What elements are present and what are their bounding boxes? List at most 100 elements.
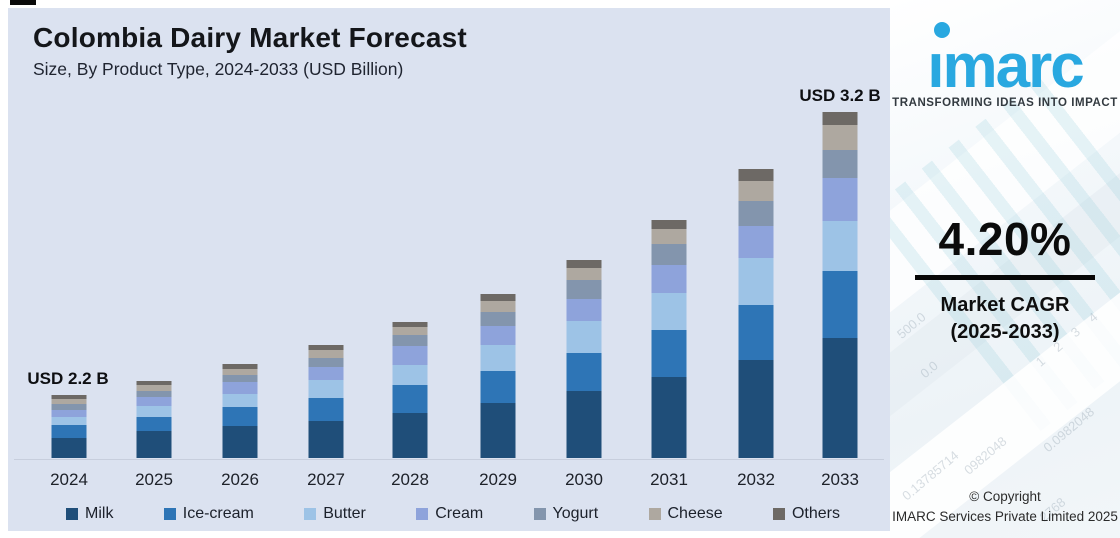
segment-butter-2030 (566, 321, 602, 353)
segment-ice-cream-2027 (308, 398, 344, 421)
bar-2025 (136, 381, 172, 458)
legend-label: Milk (85, 505, 114, 522)
segment-yogurt-2032 (738, 201, 774, 226)
segment-cream-2028 (392, 346, 428, 365)
segment-ice-cream-2028 (392, 385, 428, 413)
segment-cheese-2032 (738, 181, 774, 201)
segment-butter-2029 (480, 345, 516, 371)
plot-area: 2024 2025 2026 2027 2028 2029 2030 2031 2032 2033 (8, 8, 890, 531)
segment-cheese-2027 (308, 350, 344, 358)
segment-others-2025 (136, 381, 172, 385)
imarc-logo: ımarc (890, 22, 1120, 98)
legend-swatch-icon (416, 508, 429, 520)
legend-label: Ice-cream (182, 505, 254, 522)
segment-cheese-2031 (651, 229, 687, 244)
segment-ice-cream-2033 (822, 271, 858, 338)
bar-2031 (651, 220, 687, 458)
segment-cream-2030 (566, 299, 602, 321)
bar-2024 (51, 395, 87, 458)
segment-yogurt-2027 (308, 358, 344, 367)
segment-yogurt-2033 (822, 150, 858, 178)
segment-cream-2031 (651, 265, 687, 293)
segment-cream-2032 (738, 226, 774, 258)
segment-butter-2024 (51, 417, 87, 425)
segment-cream-2033 (822, 178, 858, 221)
legend-label: Cream (435, 505, 484, 522)
legend-label: Cheese (667, 505, 723, 522)
copyright-line2: IMARC Services Private Limited 2025 (892, 509, 1118, 525)
chart-title: Colombia Dairy Market Forecast (33, 22, 467, 53)
x-axis-label-2033: 2033 (821, 470, 859, 489)
segment-cream-2026 (222, 382, 258, 394)
segment-yogurt-2028 (392, 335, 428, 346)
segment-milk-2025 (136, 431, 172, 458)
imarc-logo-dot-icon (934, 22, 951, 38)
segment-milk-2033 (822, 338, 858, 458)
segment-cheese-2028 (392, 327, 428, 335)
segment-yogurt-2025 (136, 391, 172, 397)
bar-2026 (222, 364, 258, 458)
legend-swatch-icon (533, 508, 546, 520)
segment-butter-2027 (308, 380, 344, 398)
segment-cheese-2030 (566, 268, 602, 280)
legend-item-cheese: Cheese (648, 505, 723, 523)
bar-2032 (738, 169, 774, 458)
x-axis-label-2025: 2025 (135, 470, 173, 489)
segment-ice-cream-2024 (51, 425, 87, 438)
legend-label: Butter (323, 505, 366, 522)
legend: Milk Ice-cream Butter Cream Yogurt Cheese Othe… (66, 505, 840, 523)
segment-others-2033 (822, 112, 858, 125)
legend-swatch-icon (163, 508, 176, 520)
bar-2029 (480, 294, 516, 458)
segment-ice-cream-2029 (480, 371, 516, 403)
segment-milk-2031 (651, 377, 687, 458)
bar-2027 (308, 345, 344, 458)
legend-item-yogurt: Yogurt (533, 505, 599, 523)
chart-subtitle: Size, By Product Type, 2024-2033 (USD Bi… (33, 59, 404, 79)
legend-swatch-icon (66, 508, 78, 520)
segment-yogurt-2026 (222, 375, 258, 382)
segment-cream-2024 (51, 410, 87, 417)
segment-yogurt-2024 (51, 404, 87, 410)
segment-others-2027 (308, 345, 344, 350)
segment-cheese-2024 (51, 399, 87, 404)
segment-milk-2028 (392, 413, 428, 458)
legend-label: Others (791, 505, 840, 522)
copyright: © Copyright IMARC Services Private Limit… (890, 487, 1120, 528)
segment-milk-2030 (566, 391, 602, 458)
segment-milk-2026 (222, 426, 258, 458)
segment-milk-2027 (308, 421, 344, 458)
imarc-tagline: TRANSFORMING IDEAS INTO IMPACT (892, 97, 1118, 109)
legend-label: Yogurt (552, 505, 599, 522)
screenshot-artifact (10, 0, 36, 5)
legend-item-milk: Milk (66, 505, 113, 523)
cagr-label-line2: (2025-2033) (950, 321, 1060, 343)
cagr-label-line1: Market CAGR (940, 294, 1070, 316)
x-axis-label-2032: 2032 (737, 470, 775, 489)
copyright-line1: © Copyright (969, 489, 1041, 504)
segment-ice-cream-2032 (738, 305, 774, 360)
segment-others-2030 (566, 260, 602, 268)
segment-yogurt-2030 (566, 280, 602, 299)
x-axis-label-2024: 2024 (50, 470, 88, 489)
x-axis-label-2030: 2030 (565, 470, 603, 489)
segment-ice-cream-2026 (222, 407, 258, 426)
segment-cheese-2025 (136, 385, 172, 391)
x-axis-line (14, 459, 884, 460)
value-label-2033: USD 3.2 B (799, 86, 881, 105)
segment-cream-2025 (136, 397, 172, 406)
bar-2033 (822, 112, 858, 458)
segment-butter-2031 (651, 293, 687, 330)
segment-cheese-2026 (222, 369, 258, 375)
segment-others-2032 (738, 169, 774, 181)
segment-butter-2025 (136, 406, 172, 417)
segment-ice-cream-2025 (136, 417, 172, 431)
segment-others-2028 (392, 322, 428, 327)
segment-ice-cream-2031 (651, 330, 687, 377)
segment-others-2026 (222, 364, 258, 369)
cagr-block: 4.20% Market CAGR (2025-2033) (890, 212, 1120, 346)
segment-others-2029 (480, 294, 516, 301)
segment-milk-2032 (738, 360, 774, 458)
branding-panel: 500.0 0.0 1 2 3 4 0.0982048 0.13785714 2768 09… (890, 0, 1120, 538)
legend-swatch-icon (772, 508, 785, 520)
